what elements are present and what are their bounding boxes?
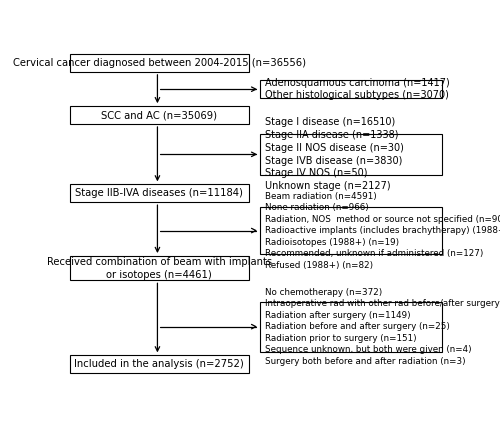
Text: SCC and AC (n=35069): SCC and AC (n=35069) — [102, 110, 218, 120]
Text: No chemotherapy (n=372)
Intraoperative rad with other rad before/after surgery (: No chemotherapy (n=372) Intraoperative r… — [265, 288, 500, 365]
FancyBboxPatch shape — [70, 54, 248, 72]
FancyBboxPatch shape — [70, 184, 248, 202]
FancyBboxPatch shape — [260, 80, 442, 98]
FancyBboxPatch shape — [70, 256, 248, 280]
Text: Included in the analysis (n=2752): Included in the analysis (n=2752) — [74, 359, 244, 369]
FancyBboxPatch shape — [260, 207, 442, 254]
Text: Stage I disease (n=16510)
Stage IIA disease (n=1338)
Stage II NOS disease (n=30): Stage I disease (n=16510) Stage IIA dise… — [265, 117, 404, 191]
Text: Beam radiation (n=4591)
None radiation (n=966)
Radiation, NOS  method or source : Beam radiation (n=4591) None radiation (… — [265, 192, 500, 269]
FancyBboxPatch shape — [70, 355, 248, 373]
FancyBboxPatch shape — [70, 106, 248, 124]
Text: Adenosquamous carcinoma (n=1417)
Other histological subtypes (n=3070): Adenosquamous carcinoma (n=1417) Other h… — [265, 78, 450, 100]
Text: Cervical cancer diagnosed between 2004-2015 (n=36556): Cervical cancer diagnosed between 2004-2… — [13, 58, 306, 68]
FancyBboxPatch shape — [260, 134, 442, 175]
Text: Received combination of beam with implants
or isotopes (n=4461): Received combination of beam with implan… — [47, 257, 272, 280]
FancyBboxPatch shape — [260, 302, 442, 352]
Text: Stage IIB-IVA diseases (n=11184): Stage IIB-IVA diseases (n=11184) — [76, 188, 243, 198]
